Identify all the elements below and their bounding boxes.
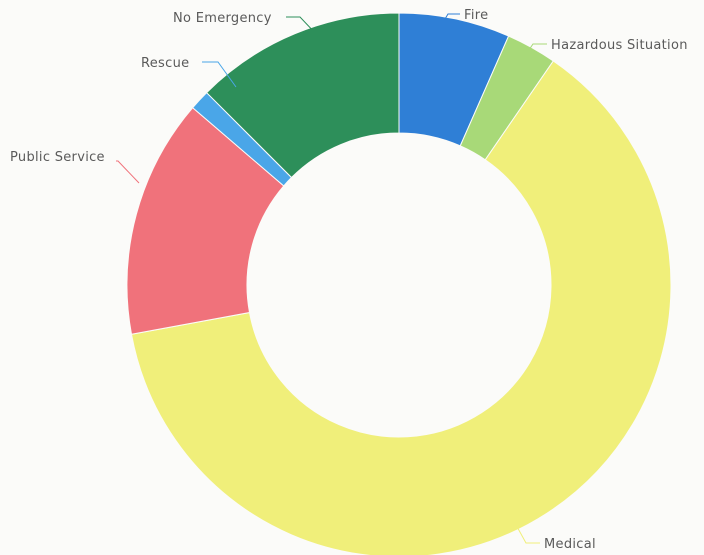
slice-label-no-emergency: No Emergency [173,11,272,26]
leader-line-medical [509,513,540,544]
slice-label-fire: Fire [464,8,488,23]
slices-layer [126,12,672,555]
slice-label-public-service: Public Service [10,150,105,165]
slice-no-emergency [205,12,400,179]
leader-line-public-service [116,160,140,184]
leader-line-hazardous-situation [517,43,547,67]
labels-layer: Fire Hazardous Situation Medical Public Ser… [10,8,688,552]
slice-label-rescue: Rescue [141,56,189,71]
leader-line-no-emergency [286,16,319,37]
slice-medical [130,60,672,555]
slice-label-medical: Medical [544,537,596,552]
slice-label-hazardous-situation: Hazardous Situation [551,38,688,53]
leader-line-fire [435,13,460,35]
leader-line-rescue [202,61,237,88]
